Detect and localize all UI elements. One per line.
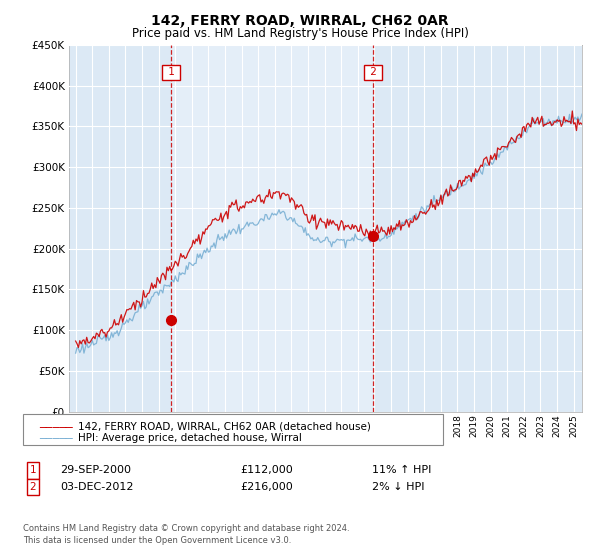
Text: 29-SEP-2000: 29-SEP-2000 bbox=[60, 465, 131, 475]
Text: 03-DEC-2012: 03-DEC-2012 bbox=[60, 482, 133, 492]
Text: £216,000: £216,000 bbox=[240, 482, 293, 492]
Text: 2: 2 bbox=[367, 67, 380, 77]
Text: 11% ↑ HPI: 11% ↑ HPI bbox=[372, 465, 431, 475]
Text: ─────: ───── bbox=[39, 433, 73, 443]
Text: HPI: Average price, detached house, Wirral: HPI: Average price, detached house, Wirr… bbox=[78, 433, 302, 443]
Text: 2: 2 bbox=[29, 482, 37, 492]
Text: ─────: ───── bbox=[39, 433, 73, 443]
Text: ─────: ───── bbox=[39, 422, 73, 432]
Bar bbox=[171, 45, 373, 412]
Text: Price paid vs. HM Land Registry's House Price Index (HPI): Price paid vs. HM Land Registry's House … bbox=[131, 27, 469, 40]
Text: 142, FERRY ROAD, WIRRAL, CH62 0AR: 142, FERRY ROAD, WIRRAL, CH62 0AR bbox=[151, 14, 449, 28]
Text: 1: 1 bbox=[164, 67, 178, 77]
Text: HPI: Average price, detached house, Wirral: HPI: Average price, detached house, Wirr… bbox=[78, 433, 302, 443]
Text: 142, FERRY ROAD, WIRRAL, CH62 0AR (detached house): 142, FERRY ROAD, WIRRAL, CH62 0AR (detac… bbox=[78, 422, 371, 432]
Text: 1: 1 bbox=[29, 465, 37, 475]
Text: 2% ↓ HPI: 2% ↓ HPI bbox=[372, 482, 425, 492]
Text: Contains HM Land Registry data © Crown copyright and database right 2024.
This d: Contains HM Land Registry data © Crown c… bbox=[23, 524, 349, 545]
Text: ─────: ───── bbox=[39, 422, 73, 432]
Text: £112,000: £112,000 bbox=[240, 465, 293, 475]
Text: 142, FERRY ROAD, WIRRAL, CH62 0AR (detached house): 142, FERRY ROAD, WIRRAL, CH62 0AR (detac… bbox=[78, 422, 371, 432]
